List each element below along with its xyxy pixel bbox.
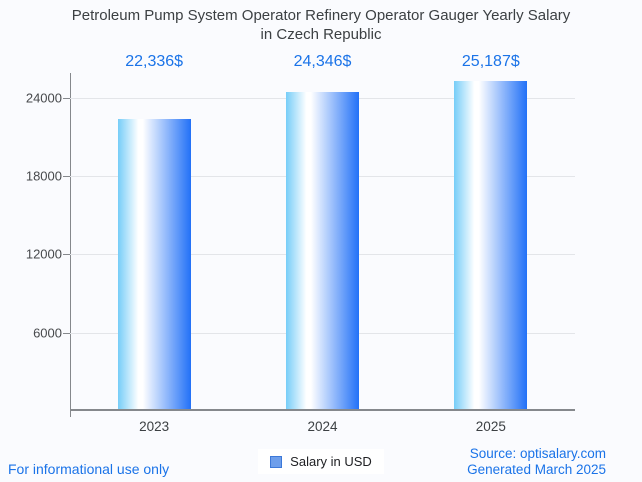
- source-text: Source: optisalary.com: [469, 446, 606, 461]
- bar-2023[interactable]: [117, 118, 191, 409]
- y-tick-mark: [63, 332, 70, 334]
- generated-text: Generated March 2025: [467, 462, 606, 477]
- bar-value-label: 24,346$: [293, 53, 352, 70]
- y-axis-line: [70, 73, 71, 417]
- legend[interactable]: Salary in USD: [258, 449, 384, 474]
- disclaimer-text: For informational use only: [8, 461, 170, 477]
- legend-wrap: Salary in USD: [0, 449, 642, 474]
- y-tick-label: 18000: [25, 168, 62, 184]
- y-tick-label: 12000: [25, 246, 62, 262]
- legend-label: Salary in USD: [290, 454, 372, 469]
- x-axis-label: 2024: [307, 419, 338, 434]
- bar-value-label: 22,336$: [125, 53, 184, 70]
- x-axis-label: 2025: [475, 419, 506, 434]
- x-axis-line: [70, 409, 575, 411]
- chart-title: Petroleum Pump System Operator Refinery …: [71, 7, 571, 43]
- y-tick-label: 24000: [25, 90, 62, 106]
- x-axis-label: 2023: [139, 419, 170, 434]
- bar-2025[interactable]: [454, 81, 528, 409]
- y-tick-mark: [63, 97, 70, 99]
- y-tick-mark: [63, 254, 70, 256]
- source-block: Source: optisalary.com Generated March 2…: [467, 446, 606, 478]
- legend-swatch-icon: [270, 455, 283, 468]
- y-tick-label: 6000: [33, 325, 62, 341]
- bar-value-label: 25,187$: [461, 53, 520, 70]
- bar-2024[interactable]: [286, 92, 359, 409]
- y-tick-mark: [63, 176, 70, 178]
